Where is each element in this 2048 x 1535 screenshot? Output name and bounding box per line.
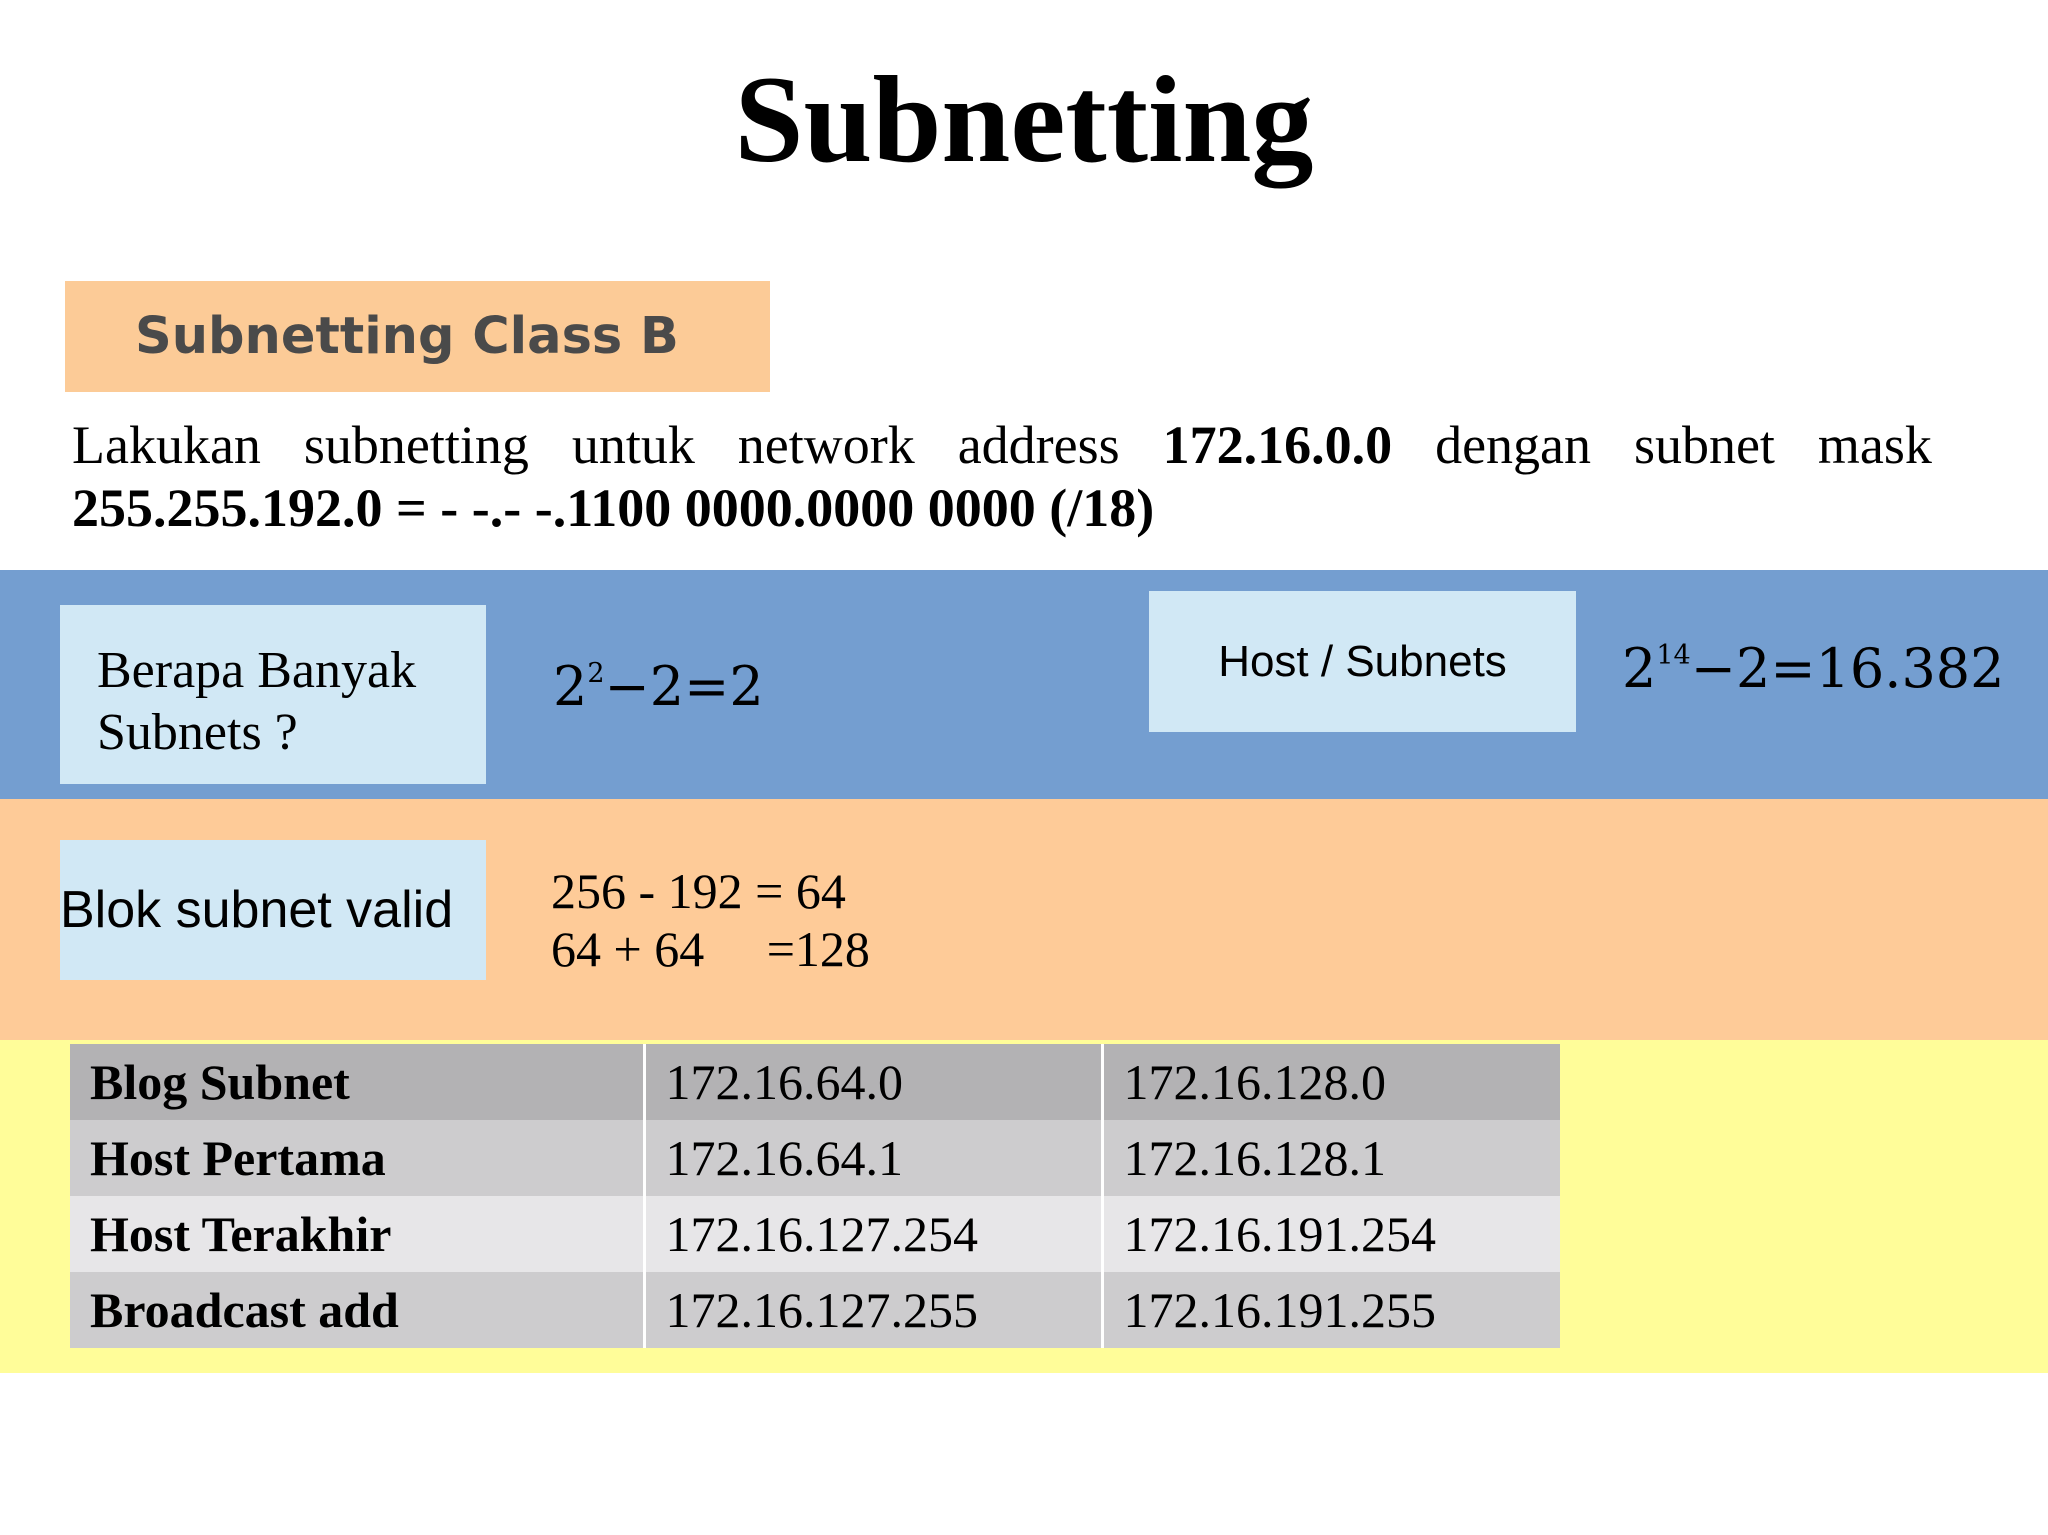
- table-row: Broadcast add 172.16.127.255 172.16.191.…: [70, 1272, 1560, 1348]
- intro-word: subnet: [1633, 415, 1775, 475]
- intro-word: address: [957, 415, 1120, 475]
- intro-word: network: [737, 415, 915, 475]
- formula-base: 2: [1622, 637, 1657, 700]
- network-address: 172.16.0.0: [1162, 415, 1393, 475]
- intro-word: Lakukan: [72, 415, 261, 475]
- formula-base: 2: [553, 655, 588, 718]
- row-label: Host Pertama: [70, 1120, 644, 1196]
- table-row: Blog Subnet 172.16.64.0 172.16.128.0: [70, 1044, 1560, 1120]
- table-cell: 172.16.128.0: [1100, 1044, 1560, 1120]
- subnets-formula: 22−2=2: [553, 655, 764, 718]
- intro-word: subnetting: [303, 415, 529, 475]
- formula-exponent: 2: [587, 658, 605, 690]
- hosts-label-box: Host / Subnets: [1149, 591, 1576, 732]
- table-cell: 172.16.191.255: [1100, 1272, 1560, 1348]
- intro-word: dengan: [1435, 415, 1591, 475]
- subnets-question-line2: Subnets ?: [97, 704, 298, 761]
- table-cell: 172.16.127.254: [642, 1196, 1102, 1272]
- blok-calc-line2: 64 + 64 =128: [551, 921, 870, 977]
- subnet-table: Blog Subnet 172.16.64.0 172.16.128.0 Hos…: [70, 1044, 1560, 1348]
- formula-exponent: 14: [1656, 640, 1691, 672]
- table-row: Host Pertama 172.16.64.1 172.16.128.1: [70, 1120, 1560, 1196]
- row-label: Blog Subnet: [70, 1044, 644, 1120]
- row-label: Host Terakhir: [70, 1196, 644, 1272]
- subnets-question-line1: Berapa Banyak: [97, 642, 417, 699]
- intro-word: mask: [1817, 415, 1932, 475]
- table-cell: 172.16.191.254: [1100, 1196, 1560, 1272]
- row-label: Broadcast add: [70, 1272, 644, 1348]
- blok-calculation: 256 - 192 = 64 64 + 64 =128: [551, 862, 870, 978]
- intro-word: untuk: [571, 415, 695, 475]
- page-title: Subnetting: [734, 51, 1314, 188]
- table-cell: 172.16.64.1: [642, 1120, 1102, 1196]
- intro-line-1: Lakukan subnetting untuk network address…: [72, 414, 1932, 477]
- table-cell: 172.16.127.255: [642, 1272, 1102, 1348]
- blok-label-box: Blok subnet valid: [60, 840, 486, 980]
- blok-calc-line1: 256 - 192 = 64: [551, 863, 846, 919]
- hosts-formula: 214−2=16.382: [1622, 637, 2005, 700]
- subnet-mask-line: 255.255.192.0 = - -.- -.1100 0000.0000 0…: [72, 478, 1155, 538]
- formula-rest: −2=2: [604, 655, 764, 718]
- table-row: Host Terakhir 172.16.127.254 172.16.191.…: [70, 1196, 1560, 1272]
- intro-paragraph: Lakukan subnetting untuk network address…: [72, 414, 1932, 540]
- section-label: Subnetting Class B: [65, 281, 770, 392]
- table-cell: 172.16.64.0: [642, 1044, 1102, 1120]
- subnets-question-box: Berapa Banyak Subnets ?: [60, 605, 486, 784]
- formula-rest: −2=16.382: [1690, 637, 2005, 700]
- table-cell: 172.16.128.1: [1100, 1120, 1560, 1196]
